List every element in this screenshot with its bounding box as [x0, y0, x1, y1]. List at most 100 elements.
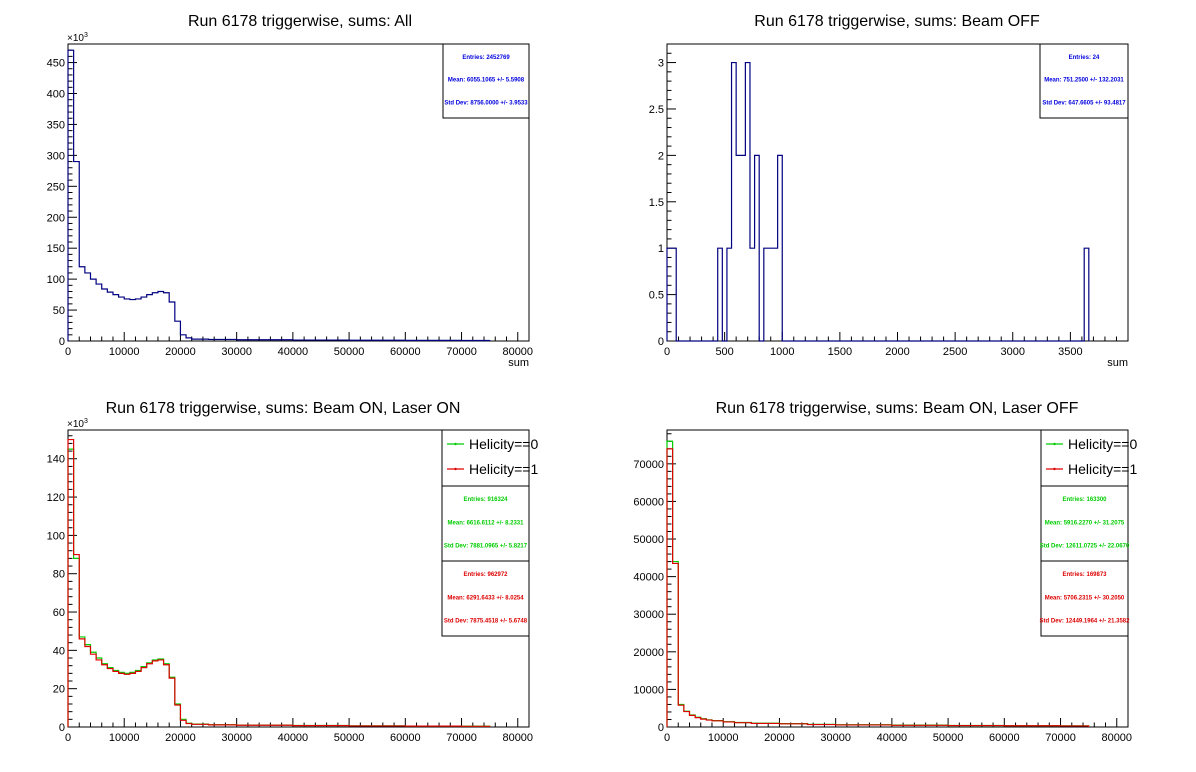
stats-box	[442, 43, 530, 119]
stats-entries-value: 169873	[1086, 572, 1107, 578]
x-tick-label: 0	[65, 346, 71, 358]
legend-marker	[454, 442, 457, 446]
legend-marker	[1053, 442, 1056, 446]
stats-std-dev: Std Dev: 12449.1964 +/- 21.3582	[1040, 619, 1131, 625]
histogram-panel-1: Run 6178 triggerwise, sums: All 0 10000 200…	[47, 13, 533, 369]
y-tick-label: 60000	[633, 496, 664, 508]
x-tick-label: 2000	[885, 346, 909, 358]
stats-mean: Mean: 5706.2315 +/- 30.2050	[1045, 595, 1125, 601]
x-tick-label: 10000	[109, 346, 140, 358]
stats-entries-value: 916324	[487, 497, 508, 503]
x-tick-label: 0	[664, 732, 670, 744]
stats-std-dev-value: 12449.1964 +/- 21.3582	[1066, 619, 1131, 625]
y-tick-label: 100	[47, 274, 65, 286]
x-tick-label: 3500	[1058, 346, 1082, 358]
legend-box	[441, 429, 530, 487]
stats-mean-label: Mean:	[447, 595, 466, 601]
x-tick-label: 0	[664, 346, 670, 358]
stats-box	[1039, 43, 1129, 119]
stats-entries: Entries: 2452769	[462, 55, 510, 61]
stats-mean-value: 751.2500 +/- 132.2031	[1063, 78, 1124, 84]
histogram-panel-4: Run 6178 triggerwise, sums: Beam ON, Las…	[633, 400, 1137, 744]
y-tick-label: 3	[658, 58, 664, 70]
x-tick-label: 80000	[502, 732, 533, 744]
x-tick-label: 50000	[933, 732, 964, 744]
stats-std-dev-label: Std Dev:	[444, 619, 470, 625]
stats-mean-label: Mean:	[448, 520, 467, 526]
stats-std-dev: Std Dev: 8756.0000 +/- 3.9533	[444, 101, 528, 107]
y-tick-label: 20000	[633, 647, 664, 659]
stats-mean: Mean: 751.2500 +/- 132.2031	[1044, 78, 1124, 84]
y-tick-label: 0.5	[649, 290, 664, 302]
stats-std-dev-label: Std Dev:	[1040, 619, 1066, 625]
legend-marker	[454, 467, 457, 471]
stats-std-dev-value: 12611.0725 +/- 22.0670	[1066, 544, 1130, 550]
y-exponent-base: ×10	[67, 419, 84, 430]
y-tick-label: 100	[47, 530, 65, 542]
stats-std-dev-value: 647.6605 +/- 93.4817	[1068, 101, 1126, 107]
chart-title: Run 6178 triggerwise, sums: Beam ON, Las…	[716, 400, 1079, 417]
y-tick-label: 40	[53, 645, 65, 657]
x-axis-label: sum	[508, 357, 529, 369]
y-tick-label: 80	[53, 569, 65, 581]
y-tick-label: 30000	[633, 609, 664, 621]
stats-std-dev-label: Std Dev:	[1042, 101, 1068, 107]
y-tick-label: 150	[47, 243, 65, 255]
x-tick-label: 30000	[221, 346, 252, 358]
stats-mean: Mean: 6616.6112 +/- 8.2331	[448, 520, 525, 526]
x-tick-label: 500	[715, 346, 733, 358]
stats-mean: Mean: 6055.1065 +/- 5.5908	[448, 78, 525, 84]
x-tick-label: 40000	[278, 732, 309, 744]
stats-entries-value: 163300	[1086, 497, 1107, 503]
y-tick-label: 0	[658, 722, 664, 734]
stats-entries: Entries: 163300	[1062, 497, 1107, 503]
legend-box	[1040, 429, 1129, 487]
stats-entries-label: Entries:	[1062, 497, 1086, 503]
y-tick-label: 50	[53, 305, 65, 317]
legend-label: Helicity==1	[469, 461, 538, 477]
stats-box	[1040, 560, 1129, 637]
y-tick-label: 0	[59, 336, 65, 348]
stats-box	[441, 560, 530, 637]
stats-std-dev-label: Std Dev:	[1040, 544, 1066, 550]
y-tick-label: 20	[53, 684, 65, 696]
x-tick-label: 60000	[390, 732, 421, 744]
x-tick-label: 2500	[943, 346, 967, 358]
x-tick-label: 50000	[334, 732, 365, 744]
stats-mean-label: Mean:	[1045, 595, 1064, 601]
y-tick-label: 1	[658, 243, 664, 255]
x-tick-label: 0	[65, 732, 71, 744]
x-tick-label: 1500	[828, 346, 852, 358]
legend-label: Helicity==0	[1068, 436, 1137, 452]
stats-mean-label: Mean:	[448, 78, 467, 84]
x-tick-label: 1000	[770, 346, 794, 358]
stats-entries: Entries: 962972	[463, 572, 508, 578]
y-tick-label: 450	[47, 58, 65, 70]
y-tick-label: 0	[658, 336, 664, 348]
x-tick-label: 70000	[446, 346, 477, 358]
stats-entries: Entries: 24	[1069, 55, 1100, 61]
x-tick-label: 50000	[334, 346, 365, 358]
y-tick-label: 400	[47, 89, 65, 101]
x-tick-label: 40000	[278, 346, 309, 358]
stats-entries-value: 2452769	[486, 55, 510, 61]
stats-mean-value: 5916.2270 +/- 31.2075	[1064, 520, 1125, 526]
x-tick-label: 20000	[764, 732, 795, 744]
x-axis-label: sum	[1107, 357, 1128, 369]
x-tick-label: 30000	[820, 732, 851, 744]
histogram-series-1	[67, 49, 491, 342]
stats-std-dev-value: 8756.0000 +/- 3.9533	[470, 101, 528, 107]
x-tick-label: 10000	[109, 732, 140, 744]
stats-entries: Entries: 916324	[463, 497, 508, 503]
y-tick-label: 60	[53, 607, 65, 619]
stats-entries-label: Entries:	[462, 55, 486, 61]
x-tick-label: 60000	[390, 346, 421, 358]
x-tick-label: 60000	[989, 732, 1020, 744]
chart-title: Run 6178 triggerwise, sums: Beam OFF	[754, 13, 1040, 30]
y-tick-label: 300	[47, 150, 65, 162]
y-tick-label: 250	[47, 181, 65, 193]
stats-mean-label: Mean:	[1044, 78, 1063, 84]
stats-mean: Mean: 5916.2270 +/- 31.2075	[1045, 520, 1125, 526]
stats-entries-label: Entries:	[463, 572, 487, 578]
stats-mean-value: 5706.2315 +/- 30.2050	[1064, 595, 1125, 601]
